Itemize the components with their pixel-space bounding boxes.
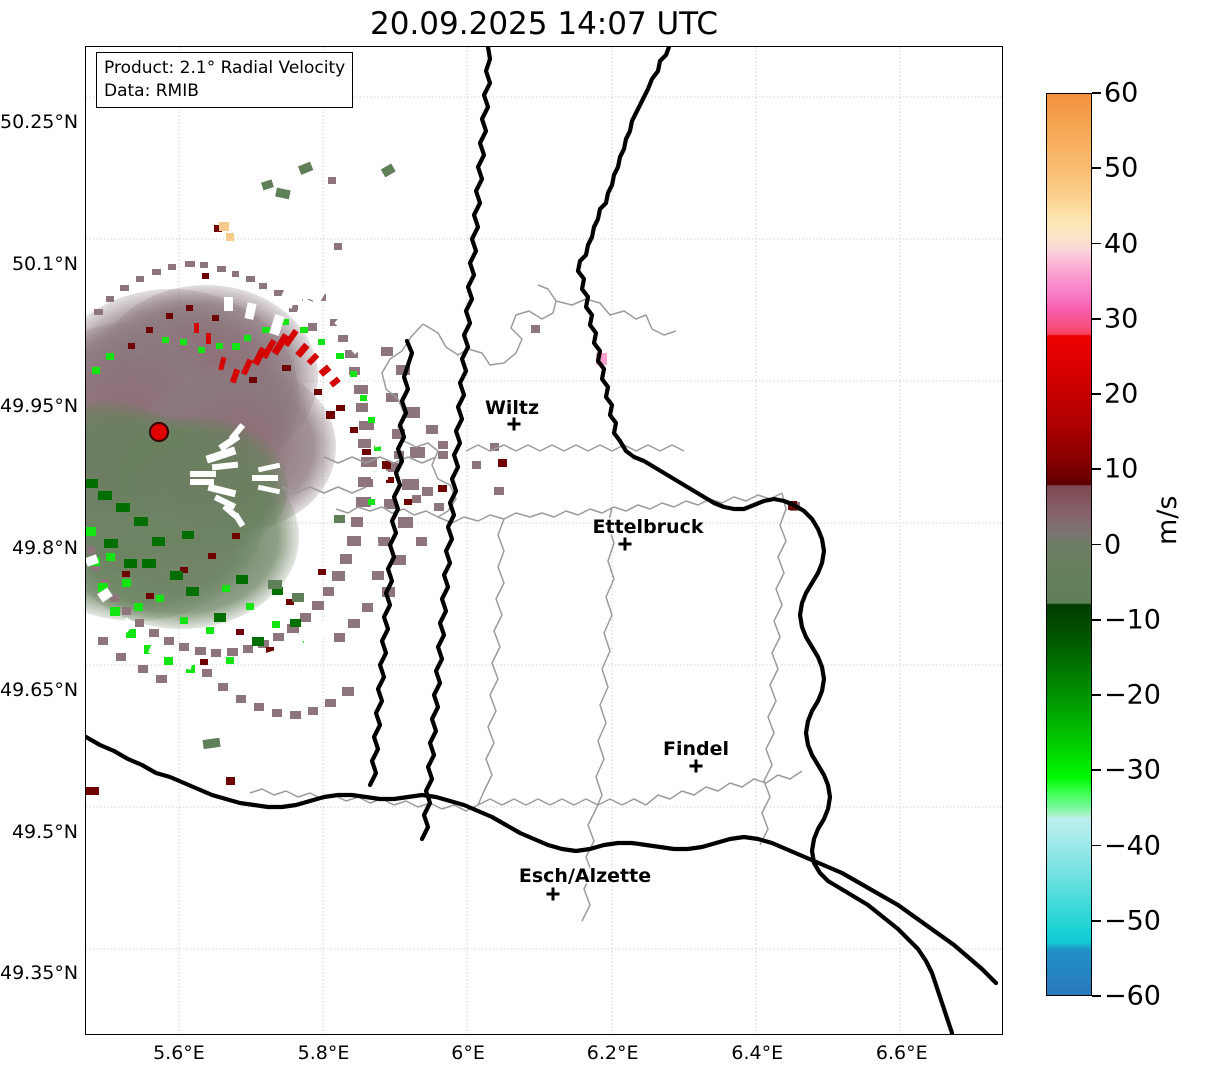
colorbar-tick-label: −20: [1104, 679, 1161, 711]
national-border: [86, 47, 999, 1034]
city-marker-ettelbruck: [618, 537, 632, 551]
y-axis-tick-label: 50.25°N: [0, 110, 79, 133]
colorbar-tick: [1092, 995, 1101, 997]
colorbar-tick-label: 60: [1104, 77, 1139, 109]
colorbar-tick: [1092, 393, 1101, 395]
city-label-layer: Wiltz Ettelbruck Findel Esch/Alzette: [86, 47, 1002, 1034]
colorbar-tick: [1092, 468, 1101, 471]
colorbar-tick-label: −60: [1104, 980, 1161, 1012]
colorbar-gradient: [1047, 94, 1091, 995]
map-plot-area[interactable]: Wiltz Ettelbruck Findel Esch/Alzette: [85, 46, 1003, 1035]
map-canvas: [86, 47, 1002, 1034]
colorbar-tick: [1092, 543, 1101, 546]
colorbar-tick-label: 20: [1104, 378, 1139, 410]
product-info-box: Product: 2.1° Radial Velocity Data: RMIB: [96, 52, 354, 109]
colorbar-tick: [1092, 919, 1101, 922]
colorbar-tick: [1092, 92, 1101, 94]
colorbar-tick-label: 0: [1104, 529, 1122, 560]
colorbar-unit-label: m/s: [1152, 495, 1183, 545]
colorbar[interactable]: [1046, 93, 1092, 996]
page-title: 20.09.2025 14:07 UTC: [370, 6, 718, 42]
colorbar-tick: [1092, 317, 1101, 320]
colorbar-tick: [1092, 769, 1101, 772]
colorbar-tick-label: −10: [1104, 604, 1161, 636]
x-axis-tick-label: 5.6°E: [153, 1042, 205, 1064]
x-axis-tick-label: 6°E: [451, 1042, 485, 1064]
colorbar-tick-label: 30: [1104, 303, 1139, 335]
colorbar-tick-label: 50: [1104, 152, 1139, 184]
colorbar-tick-label: −30: [1104, 754, 1161, 786]
city-label-esch-alzette: Esch/Alzette: [518, 865, 652, 887]
data-source-line: Data: RMIB: [104, 80, 199, 101]
colorbar-tick: [1092, 844, 1101, 847]
radar-site-marker[interactable]: [148, 421, 170, 443]
x-axis-tick-label: 6.6°E: [875, 1042, 928, 1064]
colorbar-tick-label: 10: [1104, 453, 1139, 485]
colorbar-tick-label: −40: [1104, 830, 1161, 861]
city-marker-wiltz: [507, 417, 521, 431]
colorbar-tick: [1092, 242, 1101, 245]
colorbar-tick-label: −50: [1104, 905, 1161, 937]
y-axis-tick-label: 50.1°N: [11, 252, 78, 275]
colorbar-tick: [1092, 618, 1101, 621]
x-axis-tick-label: 6.2°E: [586, 1042, 639, 1064]
y-axis-tick-label: 49.95°N: [0, 394, 79, 417]
city-marker-esch-alzette: [546, 887, 560, 901]
radar-echo-layer: [86, 161, 800, 795]
y-axis-tick-label: 49.8°N: [11, 536, 78, 559]
colorbar-tick: [1092, 694, 1101, 696]
city-marker-findel: [689, 759, 703, 773]
y-axis-tick-label: 49.65°N: [0, 678, 79, 701]
colorbar-tick-label: 40: [1104, 228, 1139, 259]
y-axis-tick-label: 49.35°N: [0, 962, 79, 985]
y-axis-tick-label: 49.5°N: [11, 820, 78, 843]
x-axis-tick-label: 5.8°E: [297, 1042, 350, 1064]
product-line: Product: 2.1° Radial Velocity: [104, 58, 346, 78]
city-label-ettelbruck: Ettelbruck: [592, 516, 704, 538]
x-axis-tick-label: 6.4°E: [731, 1042, 784, 1064]
city-label-wiltz: Wiltz: [484, 397, 540, 419]
city-label-findel: Findel: [662, 738, 730, 760]
internal-borders: [249, 284, 803, 922]
colorbar-tick: [1092, 167, 1101, 170]
